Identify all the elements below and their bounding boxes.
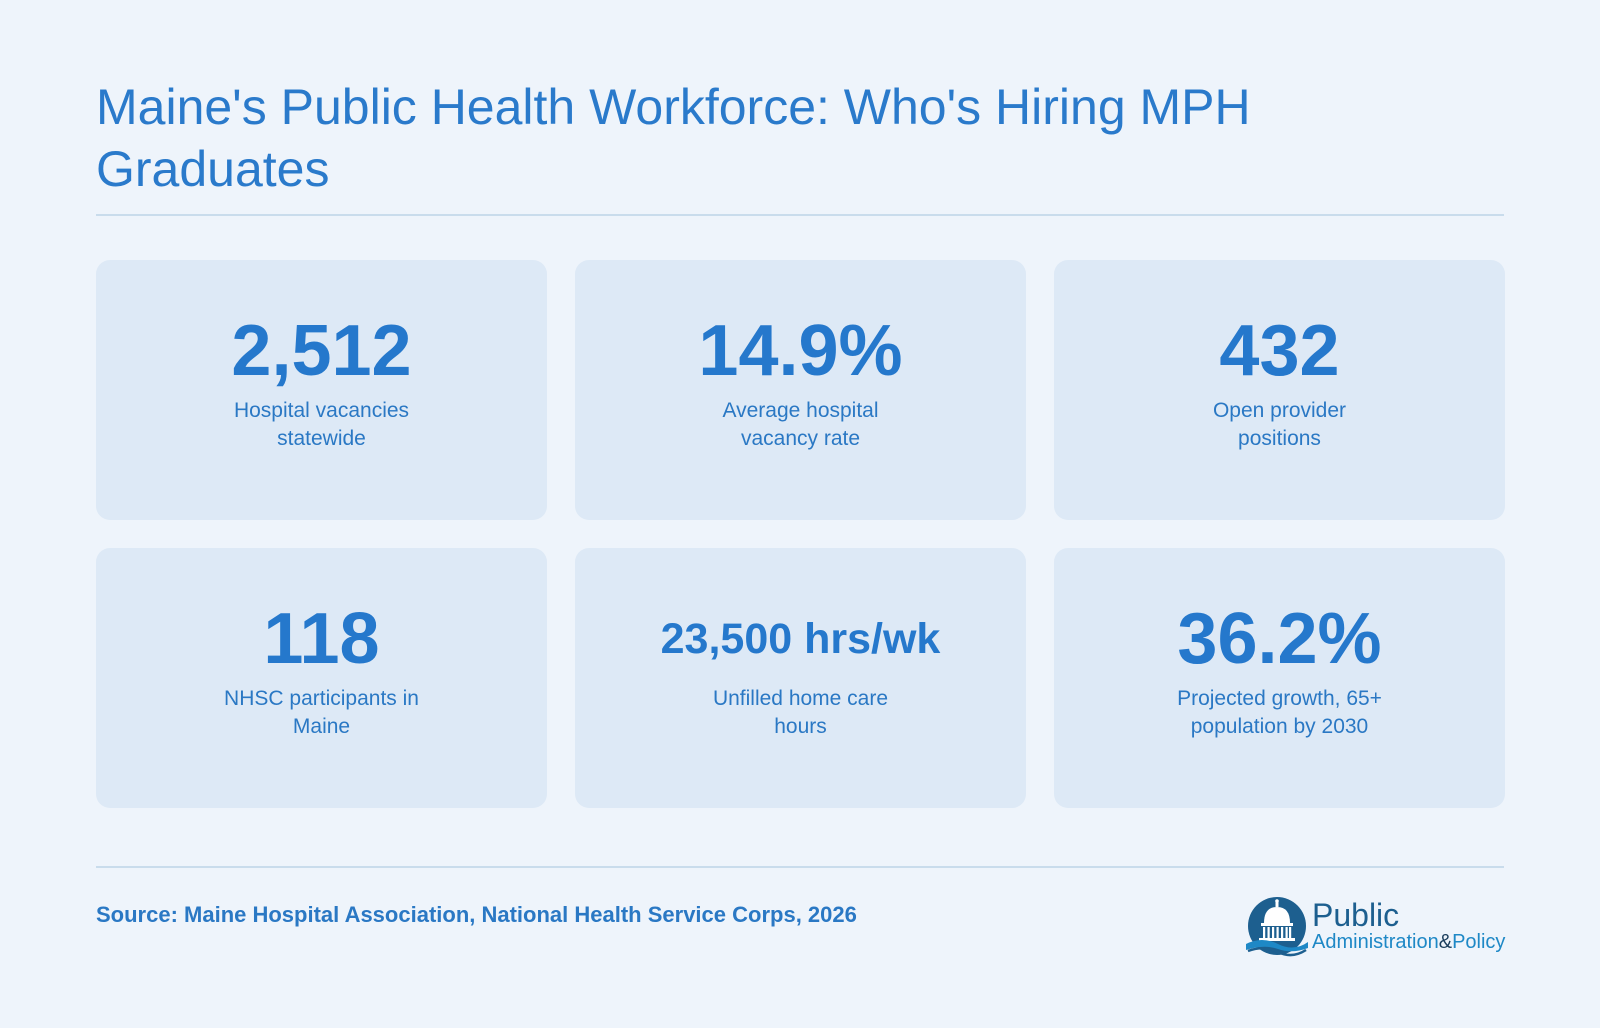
stat-card-hospital-vacancies: 2,512 Hospital vacancies statewide bbox=[96, 260, 547, 520]
stat-card-home-care-hours: 23,500 hrs/wk Unfilled home care hours bbox=[575, 548, 1026, 808]
stats-grid: 2,512 Hospital vacancies statewide 14.9%… bbox=[96, 260, 1505, 808]
stat-value: 2,512 bbox=[231, 311, 412, 391]
stat-value: 23,500 hrs/wk bbox=[660, 615, 941, 663]
logo-subtitle-right: Policy bbox=[1452, 931, 1506, 953]
stat-label: Average hospital vacancy rate bbox=[722, 399, 879, 450]
stat-card-provider-positions: 432 Open provider positions bbox=[1054, 260, 1505, 520]
stat-label: Unfilled home care hours bbox=[712, 687, 889, 738]
capitol-dome-icon bbox=[1246, 897, 1308, 957]
stat-label: NHSC participants in Maine bbox=[224, 687, 419, 738]
stat-card-vacancy-rate: 14.9% Average hospital vacancy rate bbox=[575, 260, 1026, 520]
stat-value: 36.2% bbox=[1177, 599, 1382, 679]
publisher-logo: Public Administration&Policy bbox=[1244, 896, 1505, 960]
stat-value: 14.9% bbox=[698, 311, 903, 391]
title-divider bbox=[96, 214, 1504, 216]
logo-subtitle: Administration&Policy bbox=[1312, 930, 1505, 954]
stat-card-population-growth: 36.2% Projected growth, 65+ population b… bbox=[1054, 548, 1505, 808]
page-title: Maine's Public Health Workforce: Who's H… bbox=[96, 79, 1251, 197]
stat-label: Projected growth, 65+ population by 2030 bbox=[1177, 687, 1382, 738]
logo-wordmark: Public bbox=[1312, 897, 1400, 933]
stat-value: 118 bbox=[263, 599, 380, 679]
source-note: Source: Maine Hospital Association, Nati… bbox=[96, 902, 857, 927]
logo-ampersand: & bbox=[1438, 931, 1453, 953]
stat-label: Open provider positions bbox=[1212, 399, 1347, 450]
stat-card-nhsc-participants: 118 NHSC participants in Maine bbox=[96, 548, 547, 808]
footer-divider bbox=[96, 866, 1504, 868]
logo-subtitle-left: Administration bbox=[1312, 931, 1439, 953]
stat-label: Hospital vacancies statewide bbox=[233, 399, 410, 450]
stat-value: 432 bbox=[1219, 311, 1340, 391]
